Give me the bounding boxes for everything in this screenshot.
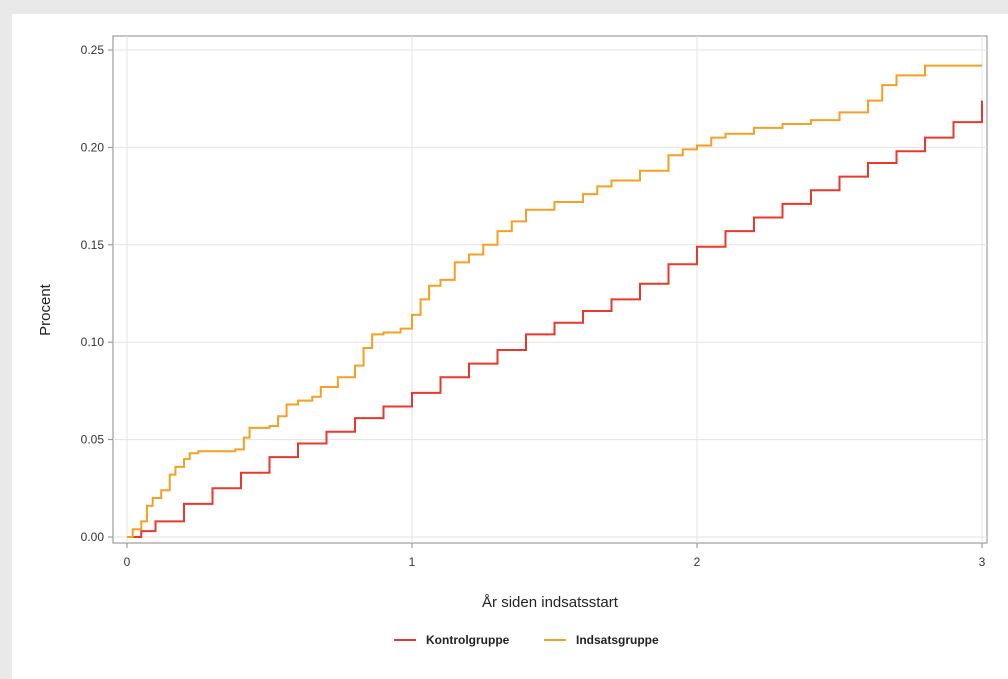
legend-label: Kontrolgruppe <box>426 633 510 647</box>
series-line-kontrolgruppe <box>127 100 983 538</box>
legend-label: Indsatsgruppe <box>576 633 659 647</box>
x-axis-ticks: 0 1 2 3 <box>124 543 986 569</box>
legend: Kontrolgruppe Indsatsgruppe <box>394 633 659 647</box>
x-tick-label: 0 <box>124 555 131 569</box>
x-tick-label: 2 <box>694 555 701 569</box>
y-tick-label: 0.10 <box>81 335 105 349</box>
chart-panel: 0.00 0.05 0.10 0.15 0.20 0.25 0 1 2 3 År siden i… <box>12 14 1008 679</box>
y-tick-label: 0.00 <box>81 530 105 544</box>
plot-area <box>112 35 988 544</box>
y-axis-title: Procent <box>37 283 54 336</box>
x-tick-label: 3 <box>979 555 986 569</box>
y-axis-ticks: 0.00 0.05 0.10 0.15 0.20 0.25 <box>81 43 113 544</box>
x-axis-title: År siden indsatsstart <box>482 594 619 611</box>
y-tick-label: 0.05 <box>81 433 105 447</box>
series-lines <box>127 64 983 538</box>
x-tick-label: 1 <box>409 555 416 569</box>
kaplan-meier-chart: 0.00 0.05 0.10 0.15 0.20 0.25 0 1 2 3 År siden i… <box>37 35 988 647</box>
y-tick-label: 0.20 <box>81 140 105 154</box>
y-tick-label: 0.15 <box>81 238 105 252</box>
series-line-indsatsgruppe <box>127 64 982 538</box>
y-tick-label: 0.25 <box>81 43 105 57</box>
